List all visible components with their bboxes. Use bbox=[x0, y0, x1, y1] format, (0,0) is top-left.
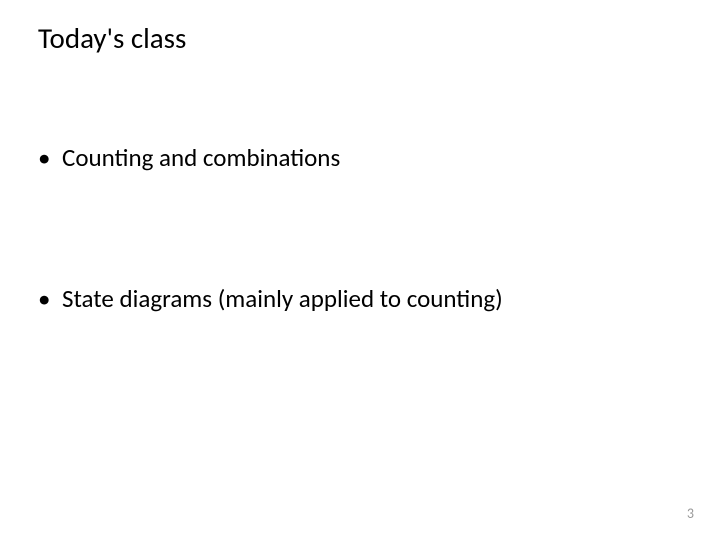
slide-title: Today's class bbox=[0, 20, 720, 56]
bullet-list: Counting and combinations State diagrams… bbox=[0, 142, 720, 315]
bullet-item: Counting and combinations bbox=[38, 142, 720, 175]
bullet-item: State diagrams (mainly applied to counti… bbox=[38, 283, 720, 316]
slide-container: Today's class Counting and combinations … bbox=[0, 0, 720, 540]
page-number: 3 bbox=[687, 505, 694, 522]
